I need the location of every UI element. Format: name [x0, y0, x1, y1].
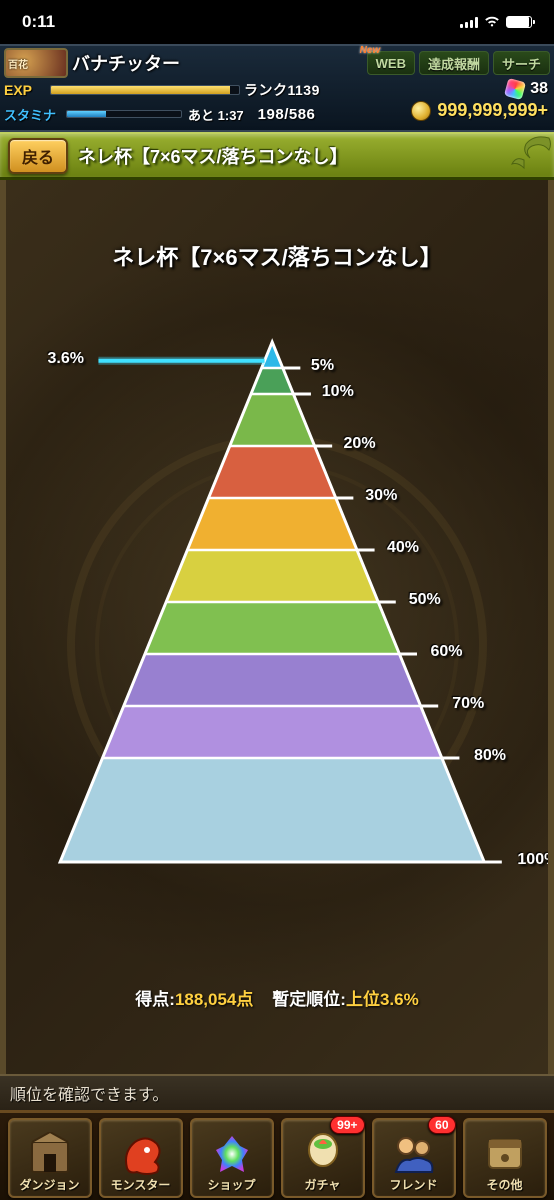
ranking-content: ネレ杯【7×6マス/落ちコンなし】 5% 10% 20% 30% 40% 50% 60% 70… — [0, 180, 554, 1074]
ranking-pyramid: 5%10%20%30%40%50%60%70%80%100%3.6% — [36, 332, 518, 892]
nav-label: モンスター — [111, 1176, 171, 1193]
pyramid-band-50 — [166, 550, 378, 602]
hint-bar: 順位を確認できます。 — [0, 1074, 554, 1110]
bottom-nav: ダンジョン モンスター ショップ ガチャ 99+ フレンド 60 その他 — [0, 1110, 554, 1200]
stamina-label: スタミナ — [4, 105, 66, 124]
nav-monster[interactable]: モンスター — [99, 1118, 183, 1198]
gem-count[interactable]: 38 — [506, 80, 548, 98]
tick-label-40: 40% — [387, 539, 419, 557]
tick-label-30: 30% — [365, 487, 397, 505]
nav-label: ダンジョン — [19, 1176, 79, 1193]
stamina-bar — [66, 110, 182, 118]
tab-web[interactable]: NewWEB — [367, 51, 415, 75]
tick-label-70: 70% — [452, 695, 484, 713]
tick-label-80: 80% — [474, 747, 506, 765]
nav-badge: 99+ — [330, 1116, 364, 1134]
shop-icon — [208, 1132, 256, 1176]
tick-label-60: 60% — [430, 643, 462, 661]
pyramid-band-5 — [262, 342, 283, 368]
nav-label: その他 — [486, 1176, 522, 1193]
stamina-value: 198/586 — [258, 106, 316, 123]
exp-label: EXP — [4, 82, 50, 98]
dragon-decoration-icon — [494, 130, 554, 184]
player-name: バナチッター — [72, 50, 180, 76]
pyramid-band-100 — [60, 758, 484, 862]
nav-label: フレンド — [389, 1176, 437, 1193]
pyramid-band-20 — [230, 394, 315, 446]
stamina-time: あと 1:37 — [188, 105, 244, 124]
friend-icon — [390, 1132, 438, 1176]
pyramid-band-80 — [103, 706, 442, 758]
hint-text: 順位を確認できます。 — [10, 1081, 168, 1105]
other-icon — [481, 1132, 529, 1176]
coin-icon — [411, 101, 431, 121]
nav-shop[interactable]: ショップ — [190, 1118, 274, 1198]
ios-status-bar: 0:11 — [0, 0, 554, 44]
tab-rewards[interactable]: 達成報酬 — [419, 51, 489, 75]
player-header: 百花 バナチッター NewWEB 達成報酬 サーチ EXP ランク1139 スタ… — [0, 44, 554, 132]
nav-label: ショップ — [207, 1176, 255, 1193]
nav-label: ガチャ — [305, 1176, 341, 1193]
tick-label-50: 50% — [409, 591, 441, 609]
battery-icon — [506, 16, 532, 28]
pyramid-band-60 — [145, 602, 399, 654]
coin-count[interactable]: 999,999,999+ — [411, 100, 548, 121]
wifi-icon — [484, 16, 500, 28]
score-summary: 得点:188,054点 暫定順位:上位3.6% — [6, 985, 548, 1010]
tick-label-20: 20% — [344, 435, 376, 453]
screen-title-bar: 戻る ネレ杯【7×6マス/落ちコンなし】 — [0, 132, 554, 180]
status-time: 0:11 — [22, 12, 55, 32]
screen-title: ネレ杯【7×6マス/落ちコンなし】 — [78, 143, 348, 169]
nav-other[interactable]: その他 — [463, 1118, 547, 1198]
chart-title: ネレ杯【7×6マス/落ちコンなし】 — [6, 240, 548, 272]
new-badge: New — [360, 45, 381, 56]
player-avatar[interactable]: 百花 — [4, 48, 68, 78]
gem-icon — [504, 78, 526, 100]
player-pct-label: 3.6% — [48, 350, 84, 368]
tick-label-10: 10% — [322, 383, 354, 401]
tick-label-5: 5% — [311, 357, 334, 375]
status-right — [460, 16, 532, 28]
dungeon-icon — [26, 1132, 74, 1176]
exp-bar — [50, 85, 240, 95]
tab-search[interactable]: サーチ — [493, 51, 550, 75]
back-button[interactable]: 戻る — [8, 138, 68, 174]
tick-label-100: 100% — [517, 851, 554, 869]
nav-badge: 60 — [428, 1116, 455, 1134]
nav-gacha[interactable]: ガチャ 99+ — [281, 1118, 365, 1198]
nav-dungeon[interactable]: ダンジョン — [8, 1118, 92, 1198]
nav-friend[interactable]: フレンド 60 — [372, 1118, 456, 1198]
pyramid-band-40 — [187, 498, 357, 550]
cellular-icon — [460, 16, 478, 28]
rank-text: ランク1139 — [244, 80, 320, 100]
gacha-icon — [299, 1132, 347, 1176]
pyramid-band-70 — [124, 654, 421, 706]
monster-icon — [117, 1132, 165, 1176]
